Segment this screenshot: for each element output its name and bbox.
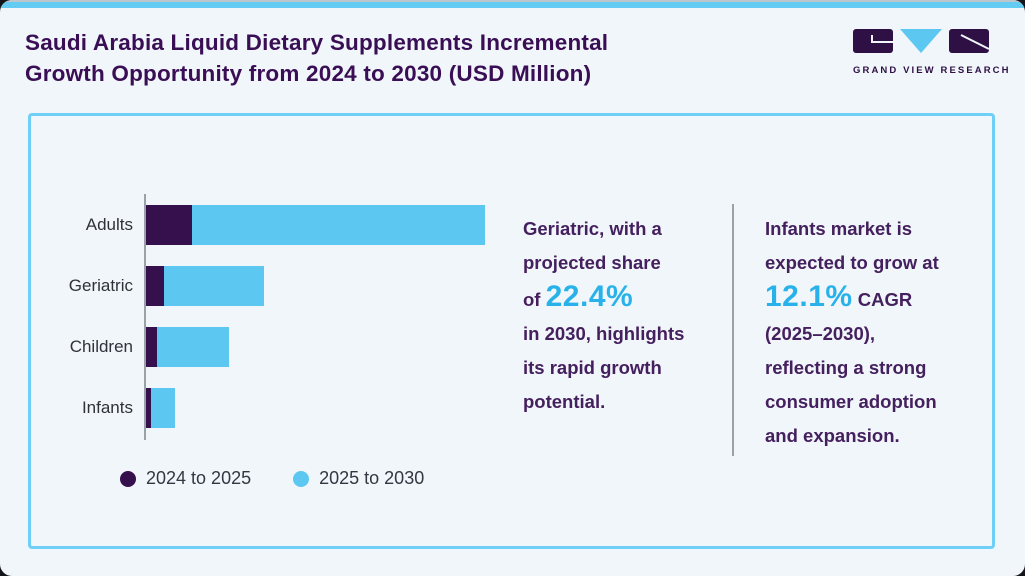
- chart-panel: Adults Geriatric Children Infants 2024 to 2…: [28, 113, 995, 549]
- highlight-value: 12.1%: [765, 280, 853, 313]
- page-title: Saudi Arabia Liquid Dietary Supplements …: [25, 30, 609, 86]
- divider-line: [732, 204, 734, 456]
- bar-chart: Adults Geriatric Children Infants: [31, 205, 531, 449]
- bar-segment: [146, 388, 151, 428]
- chart-row-geriatric: Geriatric: [31, 266, 531, 306]
- highlight-value: 22.4%: [545, 280, 634, 313]
- legend-item: 2024 to 2025: [120, 468, 251, 489]
- legend-item: 2025 to 2030: [293, 468, 424, 489]
- bar-segment: [146, 205, 192, 245]
- bar-segment: [164, 266, 264, 306]
- legend-label: 2025 to 2030: [319, 468, 425, 488]
- insight-text: Infants market is expected to grow at: [765, 218, 939, 273]
- chart-row-children: Children: [31, 327, 531, 367]
- gvr-logo: GRAND VIEW RESEARCH: [853, 28, 1011, 76]
- bar-segment: [192, 205, 485, 245]
- bar-infants: [146, 388, 175, 428]
- bar-segment: [146, 327, 157, 367]
- insight-text: CAGR (2025–2030), reflecting a strong co…: [765, 289, 937, 446]
- category-label: Adults: [85, 215, 133, 234]
- chart-row-infants: Infants: [31, 388, 531, 428]
- bar-geriatric: [146, 266, 264, 306]
- top-accent-bar: [0, 2, 1025, 8]
- chart-legend: 2024 to 2025 2025 to 2030: [120, 468, 424, 489]
- legend-label: 2024 to 2025: [146, 468, 252, 488]
- legend-dot-icon: [293, 470, 310, 487]
- bar-adults: [146, 205, 485, 245]
- window-top-edge: [0, 0, 1025, 2]
- insight-text: Geriatric, with a projected share of: [523, 218, 662, 310]
- bar-segment: [157, 327, 229, 367]
- insight-geriatric: Geriatric, with a projected share of 22.…: [523, 212, 728, 419]
- category-label: Geriatric: [68, 276, 133, 295]
- insight-text: in 2030, highlights its rapid growth pot…: [523, 323, 685, 412]
- bar-segment: [146, 266, 164, 306]
- insight-infants: Infants market is expected to grow at 12…: [765, 212, 985, 453]
- bar-segment: [151, 388, 175, 428]
- category-label: Children: [69, 337, 133, 356]
- legend-dot-icon: [120, 470, 136, 487]
- bar-children: [146, 327, 229, 367]
- gvr-logo-text: GRAND VIEW RESEARCH: [853, 65, 1011, 76]
- gvr-logo-mark: [853, 29, 990, 53]
- y-axis-line: [144, 194, 146, 440]
- chart-row-adults: Adults: [31, 205, 531, 245]
- category-label: Infants: [81, 398, 133, 417]
